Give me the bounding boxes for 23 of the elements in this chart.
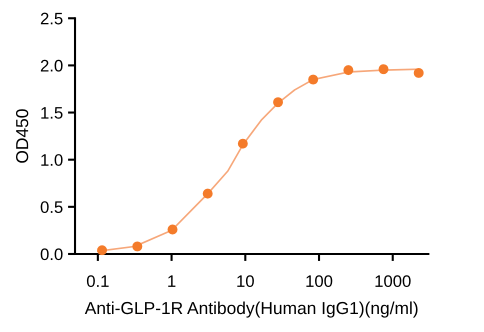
point (414, 68, 424, 78)
point (378, 64, 389, 74)
y-tick-label: 0.5 (40, 201, 63, 214)
y-tick-label: 1.0 (41, 154, 63, 166)
point (308, 74, 318, 85)
x-tick-label: 0.1 (86, 275, 109, 288)
y-tick-label: 0.0 (40, 248, 63, 260)
x-tick-label: 10 (237, 275, 254, 288)
point (238, 138, 248, 149)
point (273, 97, 284, 108)
x-tick-label: 100 (306, 275, 332, 288)
point (168, 224, 178, 234)
point (97, 245, 108, 256)
x-axis-title: Anti-GLP-1R Antibody(Human IgG1)(ng/ml) (84, 301, 418, 318)
point (202, 188, 213, 199)
x-tick-label: 1000 (375, 275, 411, 288)
y-tick-label: 1.5 (41, 107, 63, 119)
point (343, 65, 354, 76)
y-tick-label: 2.0 (40, 60, 63, 72)
y-tick-label: 2.5 (40, 12, 63, 24)
point (132, 241, 142, 252)
y-axis-title: OD450 (16, 109, 28, 163)
x-tick-label: 1 (168, 275, 176, 287)
